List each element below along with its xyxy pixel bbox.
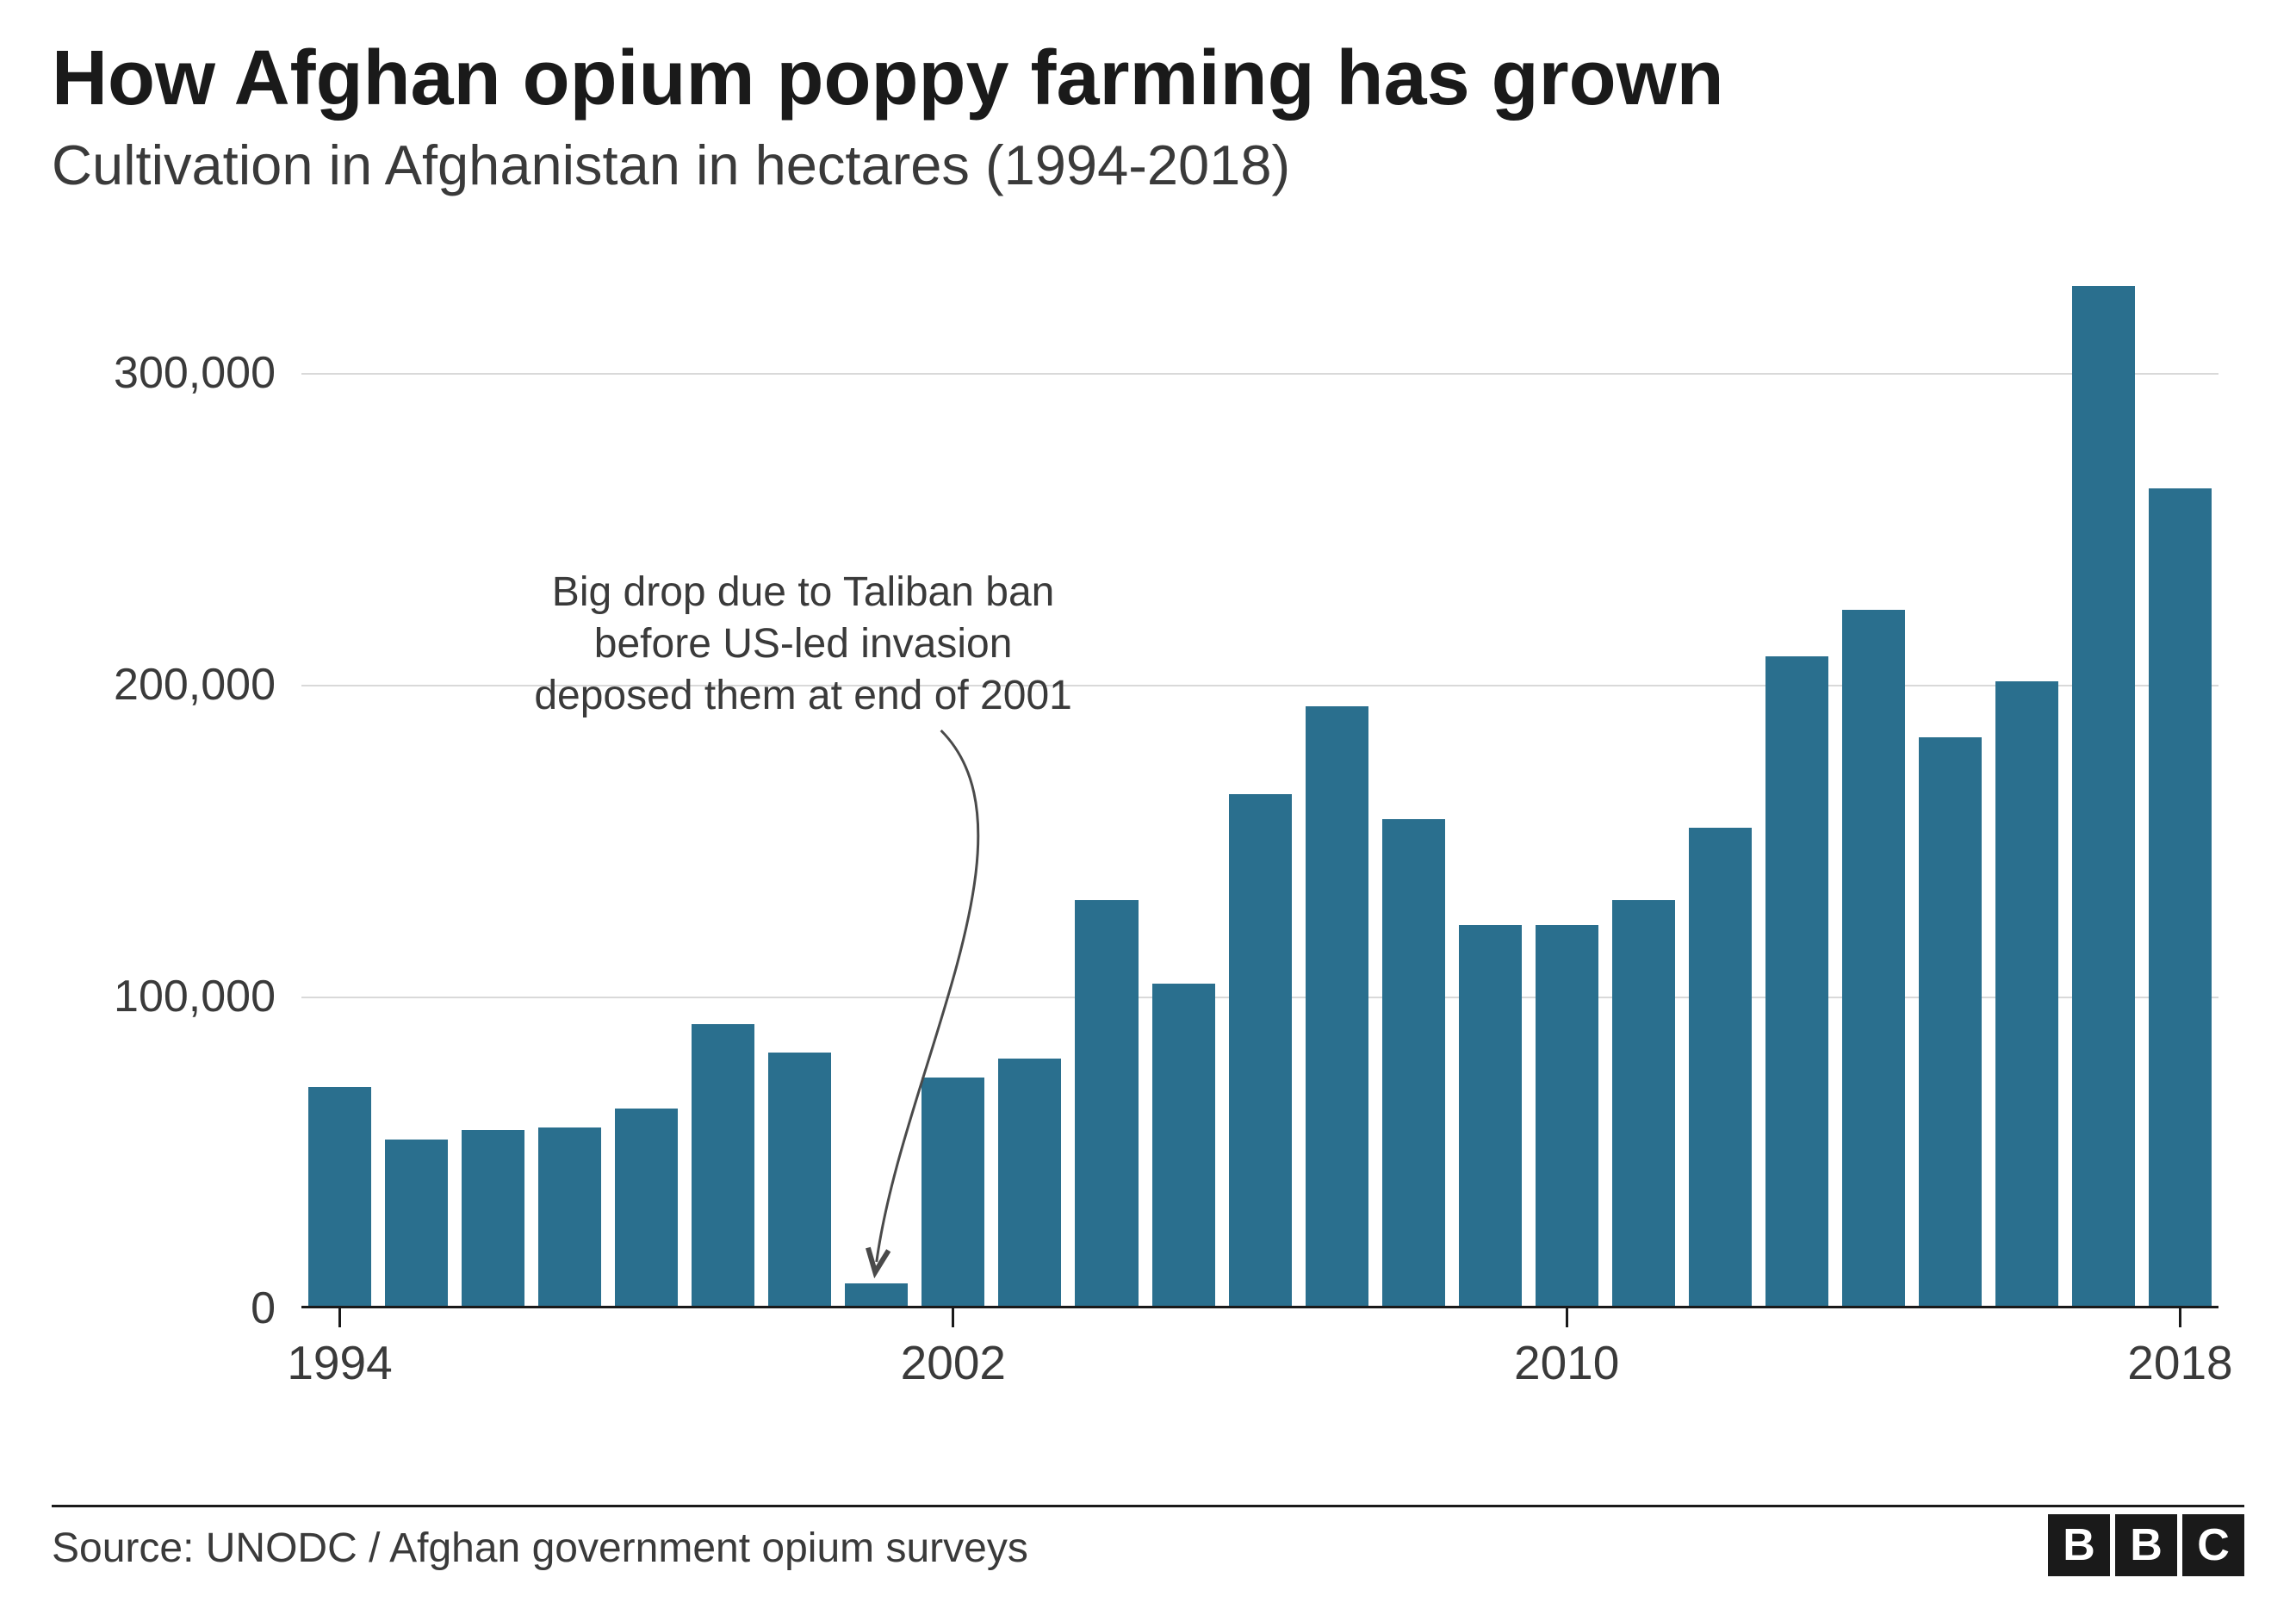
annotation-line-3: deposed them at end of 2001 [534,673,1072,718]
x-tick [1566,1308,1568,1327]
annotation-line-2: before US-led invasion [594,621,1013,667]
bar-slot [2142,249,2218,1308]
y-tick-label: 0 [251,1283,276,1334]
chart-title: How Afghan opium poppy farming has grown [52,34,2244,124]
bar-2003 [998,1059,1061,1308]
bar-2014 [1842,610,1905,1308]
bar-slot [1222,249,1299,1308]
x-tick-label: 2018 [2127,1335,2232,1390]
bar-slot [1452,249,1529,1308]
y-tick-label: 200,000 [114,659,276,711]
chart-container: How Afghan opium poppy farming has grown… [0,0,2296,1615]
bar-slot [1068,249,1145,1308]
bar-slot [1989,249,2065,1308]
bbc-logo: B B C [2048,1514,2244,1576]
bar-2018 [2149,488,2212,1308]
bar-1995 [385,1140,448,1308]
chart-subtitle: Cultivation in Afghanistan in hectares (… [52,133,2244,197]
bar-2016 [1995,681,2058,1308]
bar-slot [1375,249,1452,1308]
annotation-text: Big drop due to Taliban ban before US-le… [493,567,1114,722]
x-axis-line [301,1306,2218,1308]
bar-slot [1759,249,1835,1308]
bar-2007 [1306,706,1368,1308]
logo-letter-b2: B [2115,1514,2177,1576]
bar-slot [1605,249,1682,1308]
bar-2015 [1919,737,1982,1308]
bar-2017 [2072,286,2135,1308]
x-tick [2179,1308,2181,1327]
bar-slot [531,249,608,1308]
bar-1994 [308,1087,371,1308]
bars-group [301,249,2218,1308]
bar-slot [1529,249,1605,1308]
bar-slot [685,249,761,1308]
footer-divider [52,1505,2244,1507]
bar-1997 [538,1127,601,1308]
x-tick-label: 2002 [901,1335,1006,1390]
bar-2008 [1382,819,1445,1308]
annotation-line-1: Big drop due to Taliban ban [552,569,1055,615]
bar-slot [1912,249,1989,1308]
bar-slot [915,249,991,1308]
plot-area: Big drop due to Taliban ban before US-le… [301,249,2218,1308]
source-text: Source: UNODC / Afghan government opium … [52,1525,1028,1572]
bar-2001 [845,1283,908,1308]
bar-slot [838,249,915,1308]
x-tick [952,1308,954,1327]
bar-slot [301,249,378,1308]
bar-2013 [1765,656,1828,1308]
bar-slot [761,249,838,1308]
y-axis: 0100,000200,000300,000 [52,249,293,1308]
x-tick [338,1308,341,1327]
bar-slot [455,249,531,1308]
bar-slot [378,249,455,1308]
bar-1999 [692,1024,754,1308]
bar-2004 [1075,900,1138,1308]
bar-slot [1299,249,1375,1308]
bar-1996 [462,1130,524,1308]
bar-slot [2065,249,2142,1308]
bar-2000 [768,1053,831,1308]
bar-2012 [1689,828,1752,1308]
x-tick-label: 2010 [1514,1335,1619,1390]
bar-slot [1682,249,1759,1308]
y-tick-label: 300,000 [114,347,276,399]
bar-2006 [1229,794,1292,1308]
logo-letter-b1: B [2048,1514,2110,1576]
bar-2010 [1536,925,1598,1308]
bar-slot [1145,249,1222,1308]
bar-2005 [1152,984,1215,1308]
chart-area: 0 100,000 200,000 300,000 Big drop due to T… [52,249,2244,1438]
bar-slot [1835,249,1912,1308]
logo-letter-c: C [2182,1514,2244,1576]
bar-2009 [1459,925,1522,1308]
bar-1998 [615,1109,678,1308]
bar-2011 [1612,900,1675,1308]
y-tick-label: 100,000 [114,971,276,1022]
bar-slot [991,249,1068,1308]
bar-2002 [922,1078,984,1308]
x-tick-label: 1994 [287,1335,392,1390]
bar-slot [608,249,685,1308]
